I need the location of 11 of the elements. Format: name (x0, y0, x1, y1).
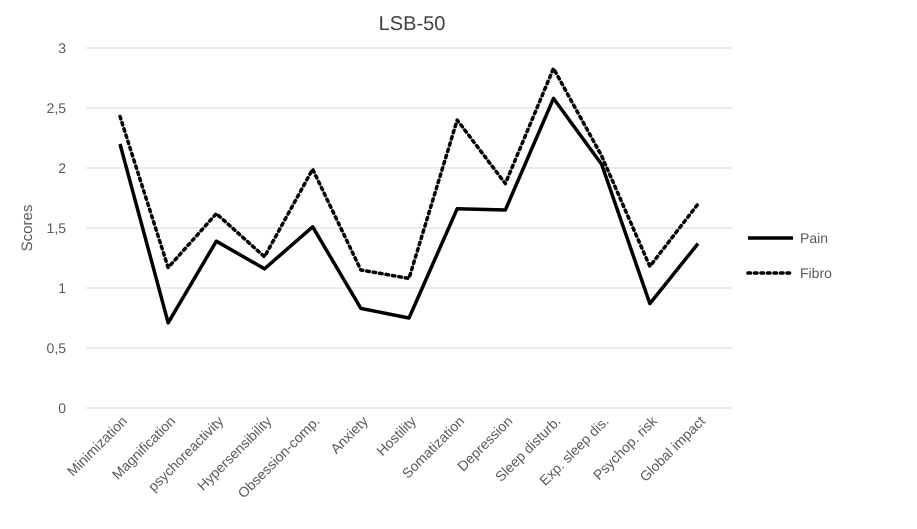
y-tick-label: 0 (58, 400, 66, 416)
y-axis-title: Scores (19, 204, 36, 252)
legend-label: Fibro (800, 264, 832, 281)
chart-title: LSB-50 (378, 13, 446, 35)
y-tick-label: 1,5 (46, 220, 66, 236)
legend-label: Pain (800, 230, 828, 246)
y-tick-label: 0,5 (46, 340, 66, 356)
y-tick-label: 2,5 (46, 100, 66, 116)
y-tick-label: 1 (58, 280, 66, 296)
y-tick-label: 2 (58, 160, 66, 176)
y-tick-label: 3 (58, 40, 66, 56)
